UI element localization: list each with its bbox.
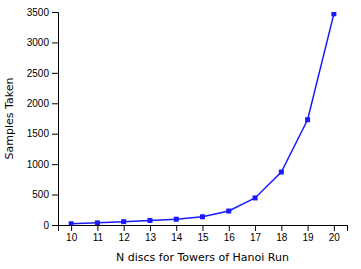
y-tick-label: 1500 (27, 128, 50, 139)
y-tick-mark (52, 225, 58, 226)
marker (147, 218, 152, 223)
x-tick: 18 (276, 225, 288, 243)
x-tick-label: 17 (250, 232, 262, 243)
x-tick-mark (308, 225, 309, 231)
x-tick-mark (334, 225, 335, 231)
marker (331, 12, 336, 16)
y-tick-label: 1000 (27, 159, 50, 170)
y-tick-mark (52, 42, 58, 43)
y-tick-mark (52, 103, 58, 104)
y-tick: 0 (43, 220, 58, 231)
y-tick-mark (52, 73, 58, 74)
y-tick: 1500 (27, 128, 58, 139)
x-tick-label: 11 (93, 232, 104, 243)
x-tick: 16 (224, 225, 236, 243)
x-tick: 13 (145, 225, 157, 243)
y-tick-mark (52, 134, 58, 135)
x-tick-label: 12 (119, 232, 131, 243)
y-tick-label: 0 (43, 220, 49, 231)
y-tick: 1000 (27, 159, 58, 170)
series (69, 12, 337, 225)
marker (69, 221, 74, 225)
y-tick-label: 500 (32, 189, 49, 200)
plot: 10 11 12 13 14 15 16 17 18 19 20 0 500 1000 1500 2000 25… (27, 7, 348, 243)
x-tick-label: 14 (171, 232, 183, 243)
y-tick-mark (52, 164, 58, 165)
x-axis-title: N discs for Towers of Hanoi Run (116, 251, 289, 264)
x-axis: 10 11 12 13 14 15 16 17 18 19 20 (59, 225, 348, 243)
x-tick: 10 (66, 225, 78, 243)
x-tick: 15 (197, 225, 209, 243)
x-tick-mark (281, 225, 282, 231)
x-tick-mark (71, 225, 72, 231)
x-axis-line (59, 226, 348, 232)
chart: 10 11 12 13 14 15 16 17 18 19 20 0 500 1000 1500 2000 25… (0, 0, 361, 269)
marker (200, 214, 205, 219)
y-tick: 3000 (27, 37, 58, 48)
y-tick: 2000 (27, 98, 58, 109)
x-tick-label: 13 (145, 232, 157, 243)
marker (95, 220, 100, 225)
marker (305, 117, 310, 122)
y-axis: 0 500 1000 1500 2000 2500 3000 3500 (27, 7, 59, 231)
y-tick-label: 3000 (27, 37, 50, 48)
x-tick-mark (97, 225, 98, 231)
y-tick: 500 (32, 189, 58, 200)
x-tick-label: 15 (197, 232, 209, 243)
line (71, 14, 334, 224)
y-axis-line (52, 13, 59, 226)
x-tick-mark (124, 225, 125, 231)
x-tick-mark (255, 225, 256, 231)
x-tick-label: 10 (66, 232, 78, 243)
x-tick: 11 (93, 225, 104, 243)
x-tick: 17 (250, 225, 262, 243)
y-tick-label: 2500 (27, 68, 50, 79)
marker (121, 219, 126, 224)
x-tick: 12 (119, 225, 131, 243)
x-tick-mark (176, 225, 177, 231)
x-tick: 19 (303, 225, 315, 243)
marker (253, 195, 258, 200)
x-tick-mark (229, 225, 230, 231)
marker (279, 170, 284, 175)
x-tick-mark (150, 225, 151, 231)
y-tick: 3500 (27, 7, 58, 18)
y-tick: 2500 (27, 68, 58, 79)
x-tick: 14 (171, 225, 183, 243)
y-tick-mark (52, 195, 58, 196)
x-tick-label: 20 (329, 232, 341, 243)
x-tick-label: 16 (224, 232, 236, 243)
y-tick-mark (52, 12, 58, 13)
x-tick-label: 19 (303, 232, 315, 243)
y-tick-label: 2000 (27, 98, 50, 109)
x-tick-mark (203, 225, 204, 231)
y-tick-label: 3500 (27, 7, 50, 18)
marker (174, 217, 179, 222)
y-axis-title: Samples Taken (3, 78, 16, 160)
x-tick: 20 (329, 225, 341, 243)
marker (226, 209, 231, 214)
x-tick-label: 18 (276, 232, 288, 243)
